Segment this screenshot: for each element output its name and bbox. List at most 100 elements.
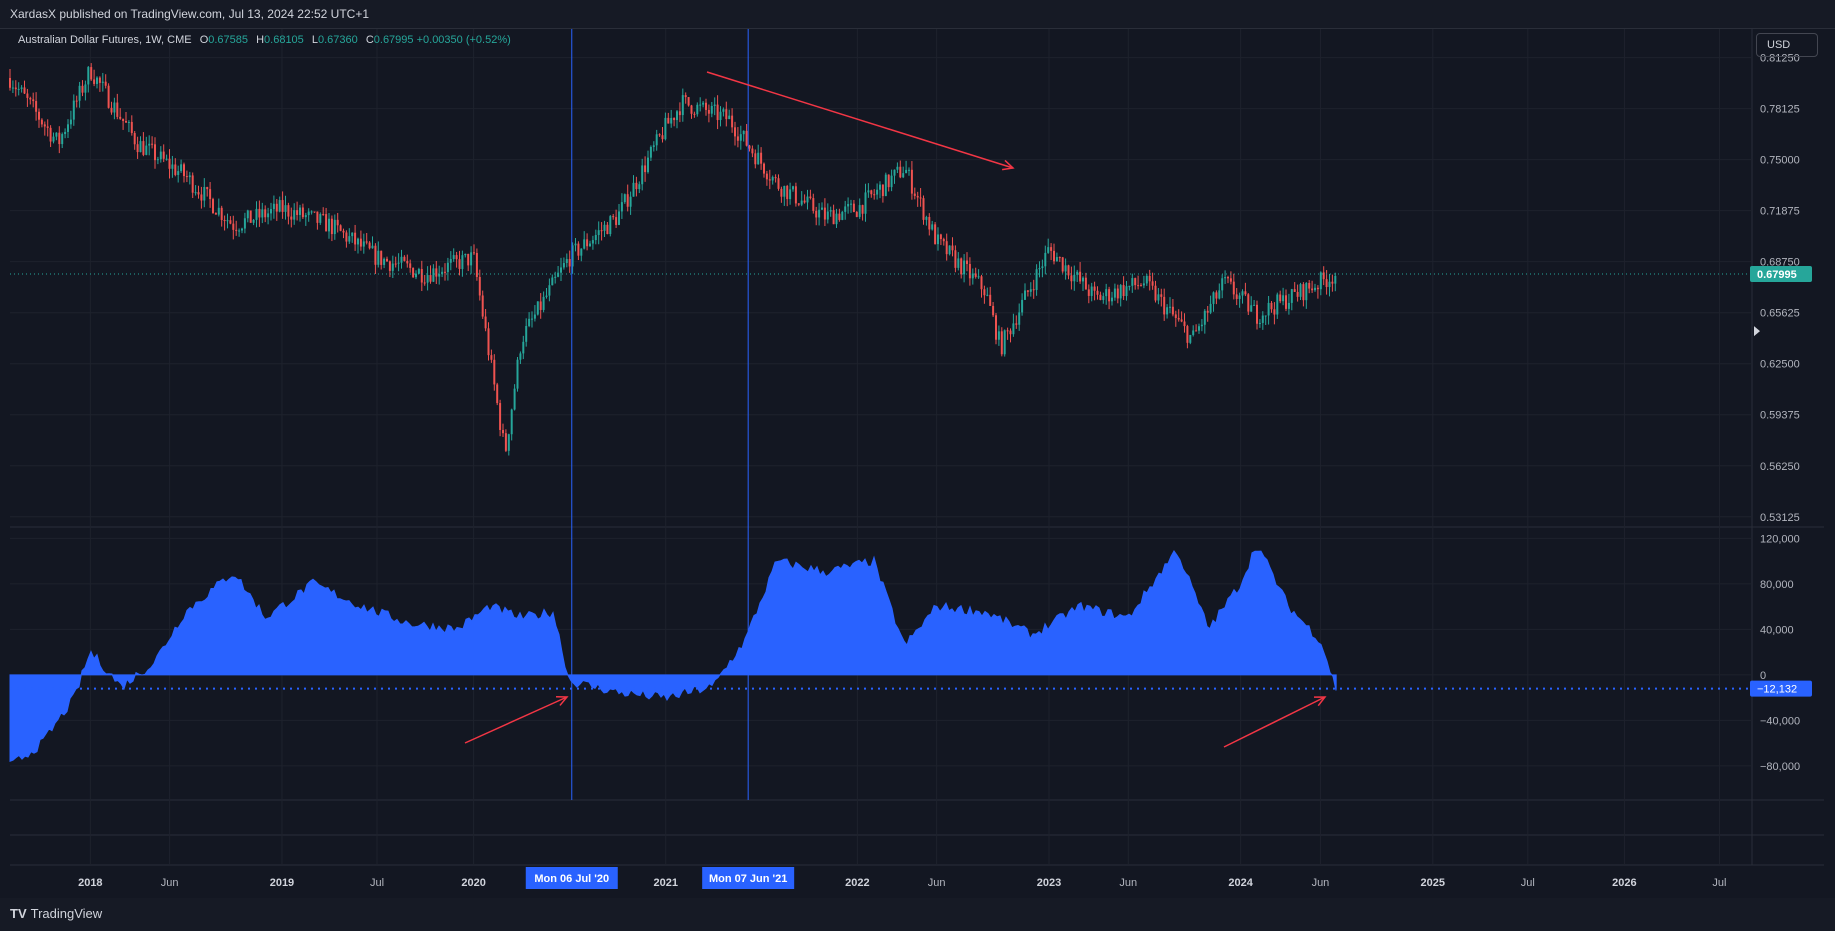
candle-body [702,102,705,105]
candle-body [493,359,496,385]
candle-body [992,305,995,316]
volume-tick-label: −80,000 [1760,761,1800,773]
candle-body [734,127,736,137]
candle-body [487,328,490,356]
candle-body [760,152,763,164]
candle-body [687,97,690,106]
candle-body [232,223,235,230]
candle-body [1192,330,1195,335]
candle-body [43,124,46,127]
candle-body [699,104,702,106]
candle-body [69,119,72,125]
x-tick-label: 2021 [654,877,678,889]
candle-body [826,211,829,220]
publish-text: XardasX published on TradingView.com, Ju… [10,7,370,21]
publish-header: XardasX published on TradingView.com, Ju… [0,0,1835,29]
candle-body [322,214,325,216]
candle-body [768,179,771,181]
candle-body [368,242,371,249]
candle-body [574,243,577,246]
annotation-arrow [1223,696,1326,748]
candle-body [17,88,20,90]
candle-body [823,207,826,220]
candle-body [995,315,997,340]
candle-body [705,102,707,110]
candle-body [1047,247,1050,253]
candle-body [299,207,301,215]
candle-body [632,182,635,197]
candle-body [1279,294,1282,302]
candle-body [577,243,580,256]
candle-body [557,272,560,277]
candle-body [267,213,270,218]
candle-body [594,234,597,241]
candle-body [809,196,812,199]
open-label: O [199,34,209,46]
candle-body [867,190,870,193]
candle-body [461,255,464,269]
open-value: 0.67585 [208,34,249,46]
candle-body [742,130,745,135]
candle-body [61,134,64,145]
candle-body [667,117,670,124]
candle-body [354,232,357,245]
last-value-tag [1750,680,1812,697]
candle-body [968,263,971,279]
candle-body [180,164,183,172]
candle-body [1311,288,1314,291]
candle-body [1050,247,1053,251]
candle-body [249,210,252,223]
candle-body [916,195,919,198]
candle-body [707,109,710,114]
candle-body [1285,295,1287,309]
candle-body [191,175,194,193]
candle-body [980,276,983,290]
candle-body [977,276,980,278]
change-value: +0.00350 (+0.52%) [416,34,511,46]
candle-body [739,134,742,141]
candle-body [241,228,243,231]
candle-body [1314,287,1316,291]
candle-body [1024,290,1026,300]
candle-body [951,245,954,251]
candle-body [1238,295,1241,299]
candle-body [568,259,571,267]
candle-body [185,176,188,178]
candle-body [301,207,304,218]
candle-body [1140,285,1142,287]
x-tick-label: Jun [1312,877,1330,889]
candle-body [159,151,162,160]
candle-body [838,213,841,220]
candle-body [934,224,937,245]
candle-body [615,217,618,225]
candle-body [887,174,890,188]
candle-body [380,250,383,265]
candle-body [1087,289,1090,296]
candle-body [881,184,884,197]
candle-body [87,67,90,85]
low-value: 0.67360 [317,34,358,46]
candle-body [536,301,539,315]
candle-body [1026,290,1029,292]
high-label: H [256,34,265,46]
candle-body [719,111,722,121]
candle-body [736,136,739,141]
candle-body [417,269,420,274]
currency-button[interactable]: USD [1756,33,1818,57]
candle-body [1258,322,1261,324]
candle-body [754,153,757,165]
candle-body [910,169,913,194]
candle-body [725,109,728,120]
candle-body [362,241,365,247]
candle-body [194,192,197,194]
candle-body [383,258,386,265]
candle-body [794,186,797,204]
candle-body [879,184,881,190]
candle-body [1142,283,1145,286]
candle-body [449,259,452,263]
candle-body [98,77,101,83]
x-tick-label: 2018 [78,877,102,889]
candle-body [913,193,916,196]
candle-body [217,207,220,215]
